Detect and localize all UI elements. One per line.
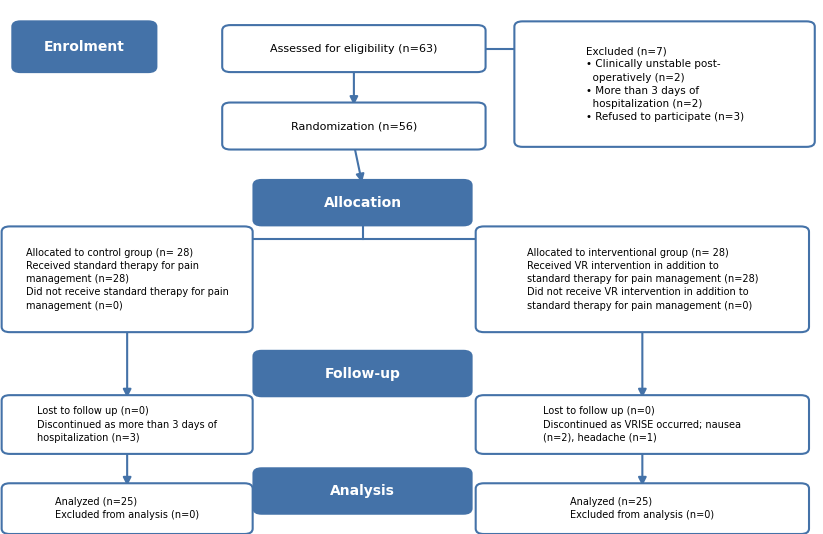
- FancyBboxPatch shape: [476, 395, 809, 454]
- Text: Excluded (n=7)
• Clinically unstable post-
  operatively (n=2)
• More than 3 day: Excluded (n=7) • Clinically unstable pos…: [585, 46, 744, 122]
- Text: Allocated to interventional group (n= 28)
Received VR intervention in addition t: Allocated to interventional group (n= 28…: [527, 248, 758, 311]
- FancyBboxPatch shape: [12, 21, 156, 72]
- FancyBboxPatch shape: [222, 25, 486, 72]
- FancyBboxPatch shape: [476, 226, 809, 332]
- Text: Allocated to control group (n= 28)
Received standard therapy for pain
management: Allocated to control group (n= 28) Recei…: [26, 248, 229, 311]
- Text: Analyzed (n=25)
Excluded from analysis (n=0): Analyzed (n=25) Excluded from analysis (…: [570, 497, 714, 520]
- FancyBboxPatch shape: [476, 483, 809, 534]
- FancyBboxPatch shape: [514, 21, 815, 147]
- Text: Randomization (n=56): Randomization (n=56): [291, 121, 417, 131]
- FancyBboxPatch shape: [253, 180, 472, 225]
- FancyBboxPatch shape: [253, 351, 472, 396]
- FancyBboxPatch shape: [2, 483, 253, 534]
- Text: Enrolment: Enrolment: [44, 40, 125, 54]
- Text: Assessed for eligibility (n=63): Assessed for eligibility (n=63): [270, 44, 438, 53]
- Text: Lost to follow up (n=0)
Discontinued as more than 3 days of
hospitalization (n=3: Lost to follow up (n=0) Discontinued as …: [37, 406, 217, 443]
- FancyBboxPatch shape: [253, 468, 472, 514]
- Text: Follow-up: Follow-up: [324, 366, 401, 381]
- Text: Analyzed (n=25)
Excluded from analysis (n=0): Analyzed (n=25) Excluded from analysis (…: [55, 497, 199, 520]
- FancyBboxPatch shape: [222, 103, 486, 150]
- FancyBboxPatch shape: [2, 395, 253, 454]
- Text: Allocation: Allocation: [323, 195, 402, 210]
- FancyBboxPatch shape: [2, 226, 253, 332]
- Text: Lost to follow up (n=0)
Discontinued as VRISE occurred; nausea
(n=2), headache (: Lost to follow up (n=0) Discontinued as …: [543, 406, 742, 443]
- Text: Analysis: Analysis: [330, 484, 395, 498]
